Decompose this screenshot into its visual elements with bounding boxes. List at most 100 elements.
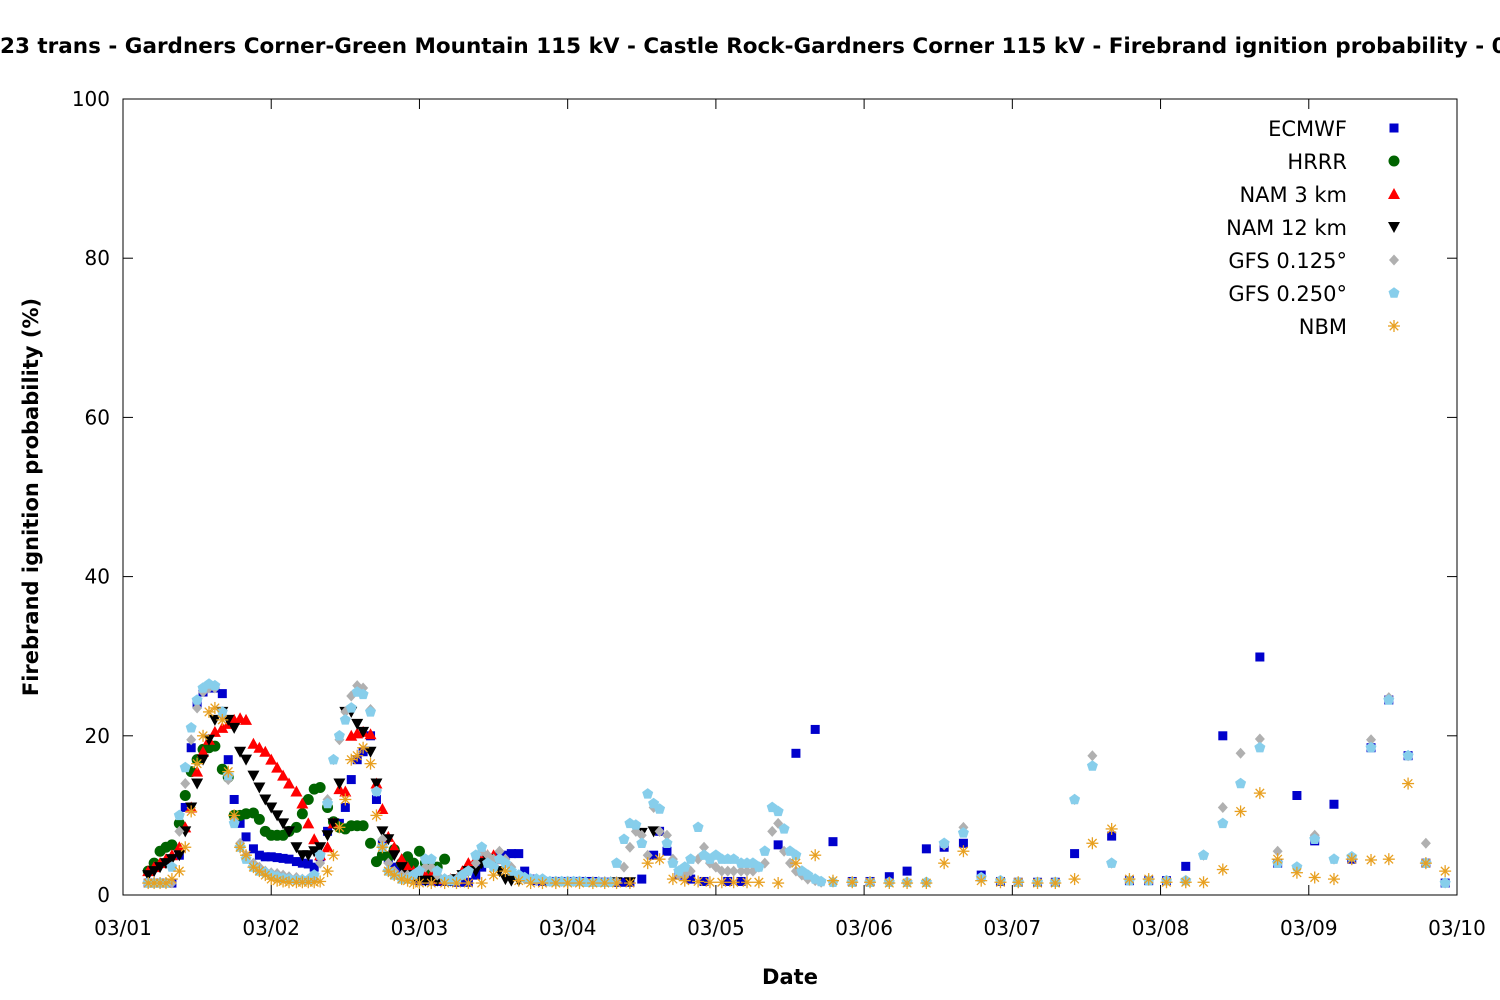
data-point (351, 718, 364, 730)
data-point (186, 734, 197, 746)
data-point (685, 853, 697, 864)
data-point (753, 861, 765, 872)
data-point (266, 852, 276, 862)
data-point (425, 877, 438, 890)
x-tick-label: 03/03 (391, 916, 449, 940)
data-point (165, 854, 178, 866)
data-point (1382, 853, 1395, 866)
data-point (321, 865, 334, 878)
data-point (1292, 791, 1302, 800)
data-point (520, 866, 530, 876)
data-point (365, 706, 376, 717)
data-point (975, 874, 988, 887)
data-point (1272, 845, 1283, 857)
data-point (653, 853, 666, 866)
data-point (180, 778, 191, 790)
data-point (611, 857, 623, 868)
data-point (290, 821, 302, 833)
data-point (180, 802, 190, 812)
x-tick-label: 03/05 (687, 916, 745, 940)
legend-marker (1388, 222, 1400, 233)
data-point (499, 857, 511, 868)
x-tick-label: 03/08 (1132, 916, 1190, 940)
data-point (1254, 733, 1265, 745)
data-point (506, 849, 516, 859)
data-point (142, 870, 155, 882)
data-point (376, 826, 389, 838)
data-point (208, 714, 221, 726)
data-point (462, 877, 475, 890)
data-point (278, 853, 288, 863)
data-point (661, 829, 672, 841)
x-tick-label: 03/10 (1428, 916, 1486, 940)
data-point (425, 853, 437, 864)
data-point (327, 818, 340, 830)
data-point (728, 865, 739, 877)
data-point (703, 876, 716, 889)
data-point (778, 823, 790, 834)
data-point (457, 877, 467, 887)
data-point (376, 841, 389, 854)
data-point (173, 809, 185, 821)
data-point (357, 741, 370, 754)
data-point (752, 876, 765, 889)
data-point (365, 837, 377, 849)
data-point (185, 805, 198, 818)
data-point (741, 876, 754, 889)
data-point (364, 757, 377, 770)
data-point (370, 785, 382, 797)
x-tick-label: 03/02 (242, 916, 300, 940)
data-point (388, 850, 401, 862)
data-point (314, 782, 326, 794)
data-point (654, 825, 665, 837)
data-point (340, 802, 350, 812)
data-point (174, 825, 185, 837)
data-point (1254, 741, 1266, 753)
data-point (351, 749, 364, 762)
data-point (958, 838, 968, 848)
data-point (333, 730, 345, 741)
data-point (1216, 863, 1229, 876)
data-point (1031, 877, 1044, 890)
data-point (241, 832, 251, 842)
data-point (302, 793, 314, 805)
data-point (186, 743, 196, 753)
data-point (395, 862, 408, 874)
data-point (395, 853, 408, 865)
data-point (938, 837, 950, 848)
data-point (470, 857, 481, 869)
data-point (1198, 849, 1210, 860)
x-tick-label: 03/01 (94, 916, 152, 940)
data-point (259, 794, 272, 806)
data-point (699, 841, 710, 853)
data-point (208, 725, 221, 737)
data-point (692, 821, 704, 832)
legend-marker (1388, 320, 1400, 332)
data-point (883, 877, 896, 890)
data-point (736, 865, 747, 877)
data-point (642, 788, 654, 799)
data-point (826, 874, 839, 887)
data-point (438, 877, 451, 890)
data-point (1181, 861, 1191, 871)
data-point (610, 877, 623, 890)
data-point (1070, 849, 1080, 859)
data-point (202, 734, 215, 746)
data-point (994, 876, 1007, 889)
data-point (271, 761, 284, 773)
legend-label: GFS 0.125° (1228, 249, 1347, 273)
data-point (283, 826, 296, 838)
data-point (789, 857, 802, 870)
data-point (1086, 837, 1099, 850)
data-point (327, 849, 340, 862)
data-point (308, 833, 321, 845)
data-point (370, 778, 383, 790)
data-point (371, 794, 381, 804)
data-point (283, 876, 296, 889)
data-point (191, 778, 204, 790)
data-point (296, 797, 309, 809)
data-point (321, 841, 334, 853)
data-point (333, 778, 346, 790)
data-point (265, 753, 278, 765)
data-point (302, 817, 315, 829)
